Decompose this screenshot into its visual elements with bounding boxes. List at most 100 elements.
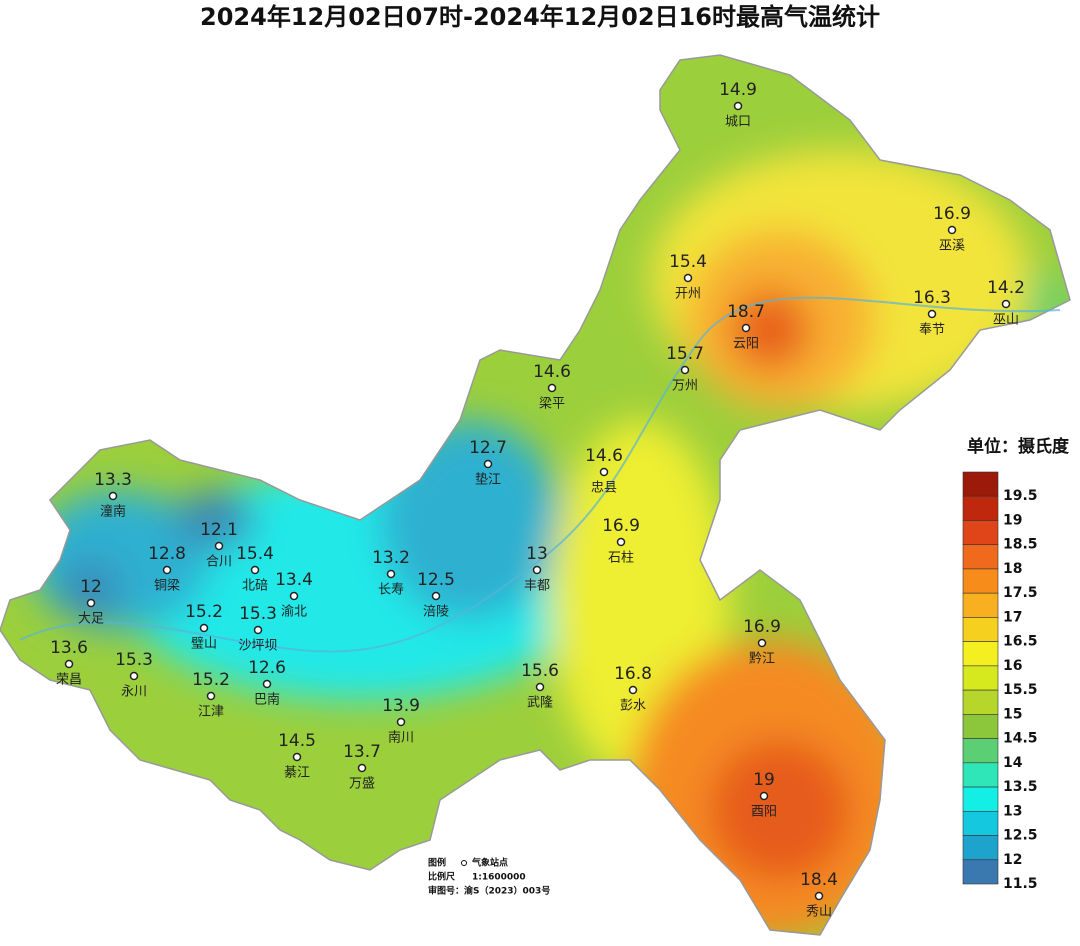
legend-label: 18	[1003, 561, 1022, 577]
station-name: 丰都	[524, 579, 550, 594]
station-dot	[741, 323, 751, 333]
station-dot	[250, 565, 260, 575]
station-name: 合川	[206, 555, 232, 570]
station-value: 15.4	[669, 252, 707, 272]
note: 审图号：渝S（2023）003号	[428, 885, 550, 897]
station-dot	[86, 598, 96, 608]
station-value: 13.2	[372, 548, 410, 568]
station-value: 18.4	[800, 870, 838, 890]
legend-swatch	[962, 520, 999, 546]
station-name: 酉阳	[751, 805, 777, 820]
station-value: 15.2	[185, 602, 223, 622]
station-dot	[431, 591, 441, 601]
station-dot	[206, 691, 216, 701]
station-dot	[108, 491, 118, 501]
legend-swatch	[962, 641, 999, 667]
station-dot	[292, 752, 302, 762]
station-dot	[757, 638, 767, 648]
station-dot	[535, 682, 545, 692]
station-dot	[162, 565, 172, 575]
station-value: 14.9	[719, 80, 757, 100]
station-value: 16.9	[743, 617, 781, 637]
station-value: 12.1	[200, 520, 238, 540]
station-value: 15.6	[521, 661, 559, 681]
legend-label: 12.5	[1003, 828, 1038, 844]
station-value: 16.3	[913, 288, 951, 308]
station-name: 石柱	[608, 551, 634, 566]
legend-swatch	[962, 568, 999, 594]
station-name: 潼南	[100, 504, 126, 520]
legend-label: 15.5	[1003, 682, 1038, 698]
station-dot	[357, 763, 367, 773]
station-value: 13	[526, 544, 548, 564]
legend-label: 13.5	[1003, 779, 1038, 795]
station-dot	[759, 791, 769, 801]
station-dot	[1001, 299, 1011, 309]
station-dot	[289, 591, 299, 601]
station-value: 12.6	[248, 658, 286, 678]
legend-label: 14.5	[1003, 731, 1038, 747]
station-value: 14.6	[585, 446, 623, 466]
station-name: 巫山	[993, 313, 1019, 328]
legend-swatch	[962, 689, 999, 715]
station-name: 黔江	[749, 652, 775, 667]
station-value: 14.5	[278, 731, 316, 751]
station-dot	[64, 659, 74, 669]
station-name: 北碚	[242, 579, 268, 594]
station-dot	[683, 273, 693, 283]
station-value: 14.6	[533, 362, 571, 382]
legend-label: 14	[1003, 755, 1023, 771]
station-name: 奉节	[919, 323, 945, 338]
station-value: 19	[753, 770, 775, 790]
station-value: 16.9	[933, 204, 971, 224]
station-value: 15.2	[192, 670, 230, 690]
station-value: 12	[80, 577, 102, 597]
station-value: 13.6	[50, 638, 88, 658]
station-name: 城口	[725, 115, 751, 130]
legend-swatch	[962, 592, 999, 618]
station-value: 16.8	[614, 664, 652, 684]
station-value: 13.9	[382, 696, 420, 716]
legend-label: 11.5	[1003, 876, 1038, 892]
station-dot	[599, 467, 609, 477]
station-name: 垫江	[475, 472, 501, 488]
station-value: 12.8	[148, 544, 186, 564]
note: 气象站点	[471, 857, 508, 869]
station-dot	[733, 101, 743, 111]
station-name: 璧山	[191, 636, 217, 652]
station-value: 18.7	[727, 302, 765, 322]
station-name: 开州	[675, 287, 701, 302]
station-value: 15.3	[115, 650, 153, 670]
station-dot	[396, 717, 406, 727]
station-dot	[547, 383, 557, 393]
station-value: 16.9	[602, 516, 640, 536]
legend-title: 单位：摄氏度	[967, 436, 1070, 457]
station-name: 涪陵	[423, 605, 449, 620]
station-value: 13.7	[343, 742, 381, 762]
legend-swatch	[962, 471, 999, 497]
station-dot	[628, 685, 638, 695]
station-dot	[947, 225, 957, 235]
station-value: 15.4	[236, 544, 274, 564]
note-icon	[461, 860, 467, 866]
notes: 图例 气象站点 比例尺 1:1600000 审图号：渝S（2023）003号	[428, 857, 550, 897]
station-name: 铜梁	[154, 579, 180, 594]
station-dot	[483, 459, 493, 469]
station-name: 南川	[388, 730, 414, 746]
station-value: 14.2	[987, 278, 1025, 298]
legend-swatch	[962, 786, 999, 812]
legend-swatch	[962, 617, 999, 642]
note: 图例	[428, 857, 446, 869]
station-value: 15.3	[239, 604, 277, 624]
station-dot	[532, 565, 542, 575]
station-dot	[680, 365, 690, 375]
station-name: 梁平	[539, 397, 565, 412]
title: 2024年12月02日07时-2024年12月02日16时最高气温统计	[200, 3, 880, 31]
legend-swatch	[962, 762, 999, 788]
legend-swatch	[962, 738, 999, 764]
legend-label: 12	[1003, 852, 1022, 868]
station-name: 秀山	[806, 905, 832, 920]
station-dot	[253, 625, 263, 635]
